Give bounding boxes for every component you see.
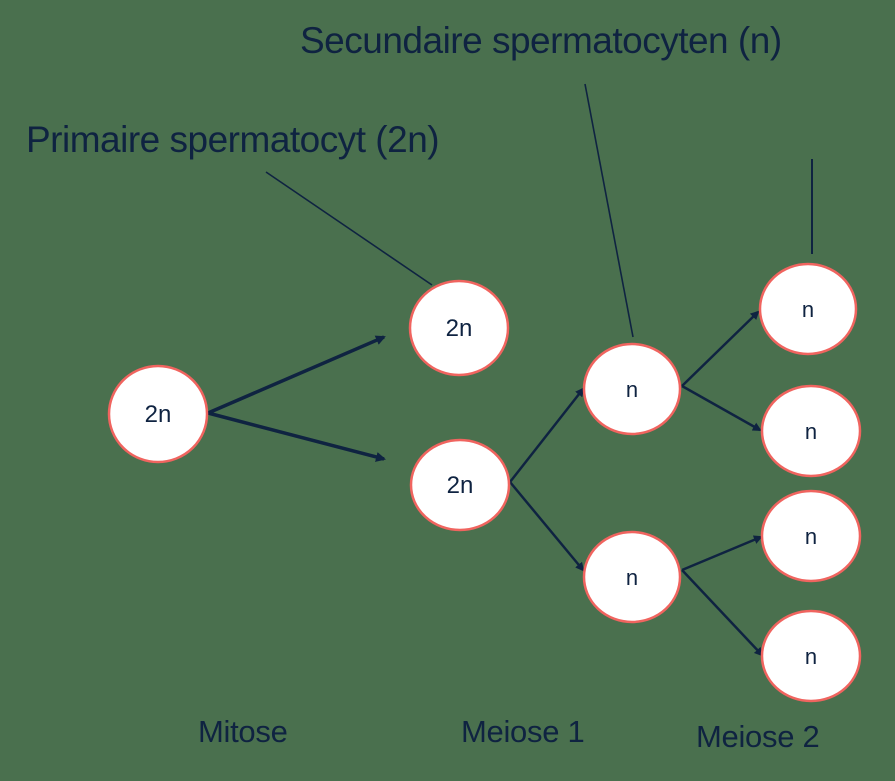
cell-ploidy-label: n bbox=[805, 419, 817, 444]
arrow-meiose2-3 bbox=[681, 535, 763, 572]
cell-node-primary-top: 2n bbox=[408, 279, 510, 377]
cell-node-spermatid-3: n bbox=[760, 489, 862, 583]
cell-circle bbox=[758, 262, 858, 356]
cell-circle bbox=[760, 384, 862, 478]
cell-ploidy-label: n bbox=[626, 377, 638, 402]
cell-ploidy-label: n bbox=[805, 524, 817, 549]
cell-node-spermatid-4: n bbox=[760, 609, 862, 703]
cell-ploidy-label: 2n bbox=[447, 472, 474, 499]
cell-circle bbox=[760, 489, 862, 583]
arrow-meiose2-1 bbox=[681, 310, 760, 387]
stage-label-meiose1: Meiose 1 bbox=[461, 714, 585, 749]
cell-ploidy-label: 2n bbox=[145, 401, 172, 428]
arrow-mitose-up bbox=[207, 335, 386, 415]
cell-node-spermatid-1: n bbox=[758, 262, 858, 356]
cell-node-start: 2n bbox=[107, 364, 209, 464]
cell-ploidy-label: n bbox=[626, 565, 638, 590]
cell-circle bbox=[409, 438, 511, 532]
primary-spermatocyte-label: Primaire spermatocyt (2n) bbox=[26, 119, 440, 160]
arrow-meiose1-up bbox=[509, 387, 585, 483]
cell-circle bbox=[408, 279, 510, 377]
cell-ploidy-label: n bbox=[802, 297, 814, 322]
arrow-mitose-down bbox=[207, 411, 386, 462]
secondary-spermatocytes-label: Secundaire spermatocyten (n) bbox=[300, 20, 782, 61]
cell-circle bbox=[760, 609, 862, 703]
cell-node-primary-bottom: 2n bbox=[409, 438, 511, 532]
arrow-meiose1-down bbox=[509, 481, 585, 572]
cell-node-secondary-top: n bbox=[582, 342, 682, 436]
stage-label-meiose2: Meiose 2 bbox=[696, 719, 820, 754]
cell-ploidy-label: n bbox=[805, 644, 817, 669]
cell-ploidy-label: 2n bbox=[446, 315, 473, 342]
stage-label-mitose: Mitose bbox=[198, 714, 288, 749]
cell-circle bbox=[582, 342, 682, 436]
cell-circle bbox=[582, 530, 682, 624]
cell-node-spermatid-2: n bbox=[760, 384, 862, 478]
primary-leader-line bbox=[265, 171, 433, 286]
secondary-leader-line bbox=[584, 83, 634, 338]
arrow-meiose2-2 bbox=[681, 384, 762, 432]
cell-circle bbox=[107, 364, 209, 464]
arrow-meiose2-4 bbox=[681, 569, 764, 657]
cell-node-secondary-bottom: n bbox=[582, 530, 682, 624]
